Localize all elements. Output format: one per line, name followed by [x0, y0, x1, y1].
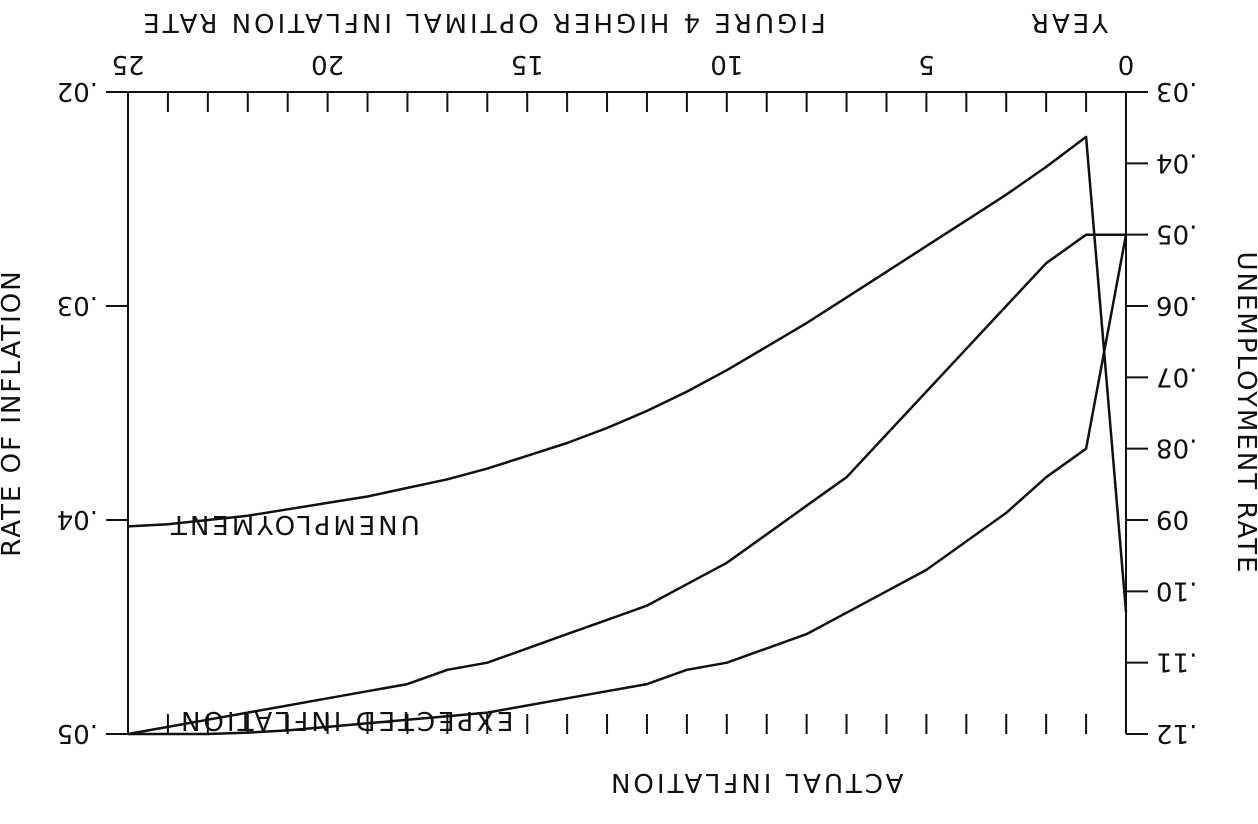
y-right-tick-label: .02: [57, 76, 98, 106]
labels-group: FIGURE 4 HIGHER OPTIMAL INFLATION RATE YE…: [0, 7, 1258, 797]
series-annotation: ACTUAL INFLATION: [608, 767, 903, 797]
y-left-tick-label: .04: [1156, 147, 1197, 177]
y-left-tick-label: .05: [1156, 219, 1197, 249]
chart-rotated-group: 0 5 10 15 20 25 .03 .04 .05 .06 .07 .08 09 .10 .11 .12.…: [0, 7, 1258, 797]
x-tick-label: 20: [311, 49, 344, 79]
y-left-tick-label: .03: [1156, 76, 1197, 106]
y-left-tick-label: .10: [1156, 575, 1197, 605]
x-axis-title: YEAR: [1028, 7, 1109, 37]
y-left-tick-label: 09: [1156, 504, 1189, 534]
y-left-tick-label: .11: [1156, 647, 1197, 677]
x-tick-label: 10: [710, 49, 743, 79]
x-tick-label: 5: [918, 49, 935, 79]
series-annotation: EXPECTED INFLATION: [178, 705, 513, 735]
y-left-tick-label: .06: [1156, 290, 1197, 320]
figure-title: FIGURE 4 HIGHER OPTIMAL INFLATION RATE: [140, 7, 825, 37]
y-right-tick-label: .04: [57, 504, 98, 534]
y-left-tick-label: .12: [1156, 718, 1197, 748]
series-annotation: UNEMPLOYMENT: [168, 509, 420, 539]
y-left-tick-label: .08: [1156, 433, 1197, 463]
y-right-tick-label: .05: [57, 718, 98, 748]
x-tick-label: 15: [511, 49, 544, 79]
y-left-axis-title: RATE OF INFLATION: [0, 269, 27, 556]
y-left-tick-label: .07: [1156, 361, 1197, 391]
series-line: [127, 135, 1128, 613]
axes-group: 0 5 10 15 20 25 .03 .04 .05 .06 .07 .08 09 .10 .11 .12.…: [57, 49, 1198, 748]
x-tick-label: 25: [111, 49, 144, 79]
x-tick-label: 0: [1118, 49, 1135, 79]
series-group: [127, 135, 1128, 736]
y-right-axis-title: UNEMPLOYMENT RATE: [1231, 251, 1258, 574]
y-right-tick-label: .03: [57, 290, 98, 320]
series-line: [127, 233, 1126, 736]
series-line: [128, 234, 1128, 736]
